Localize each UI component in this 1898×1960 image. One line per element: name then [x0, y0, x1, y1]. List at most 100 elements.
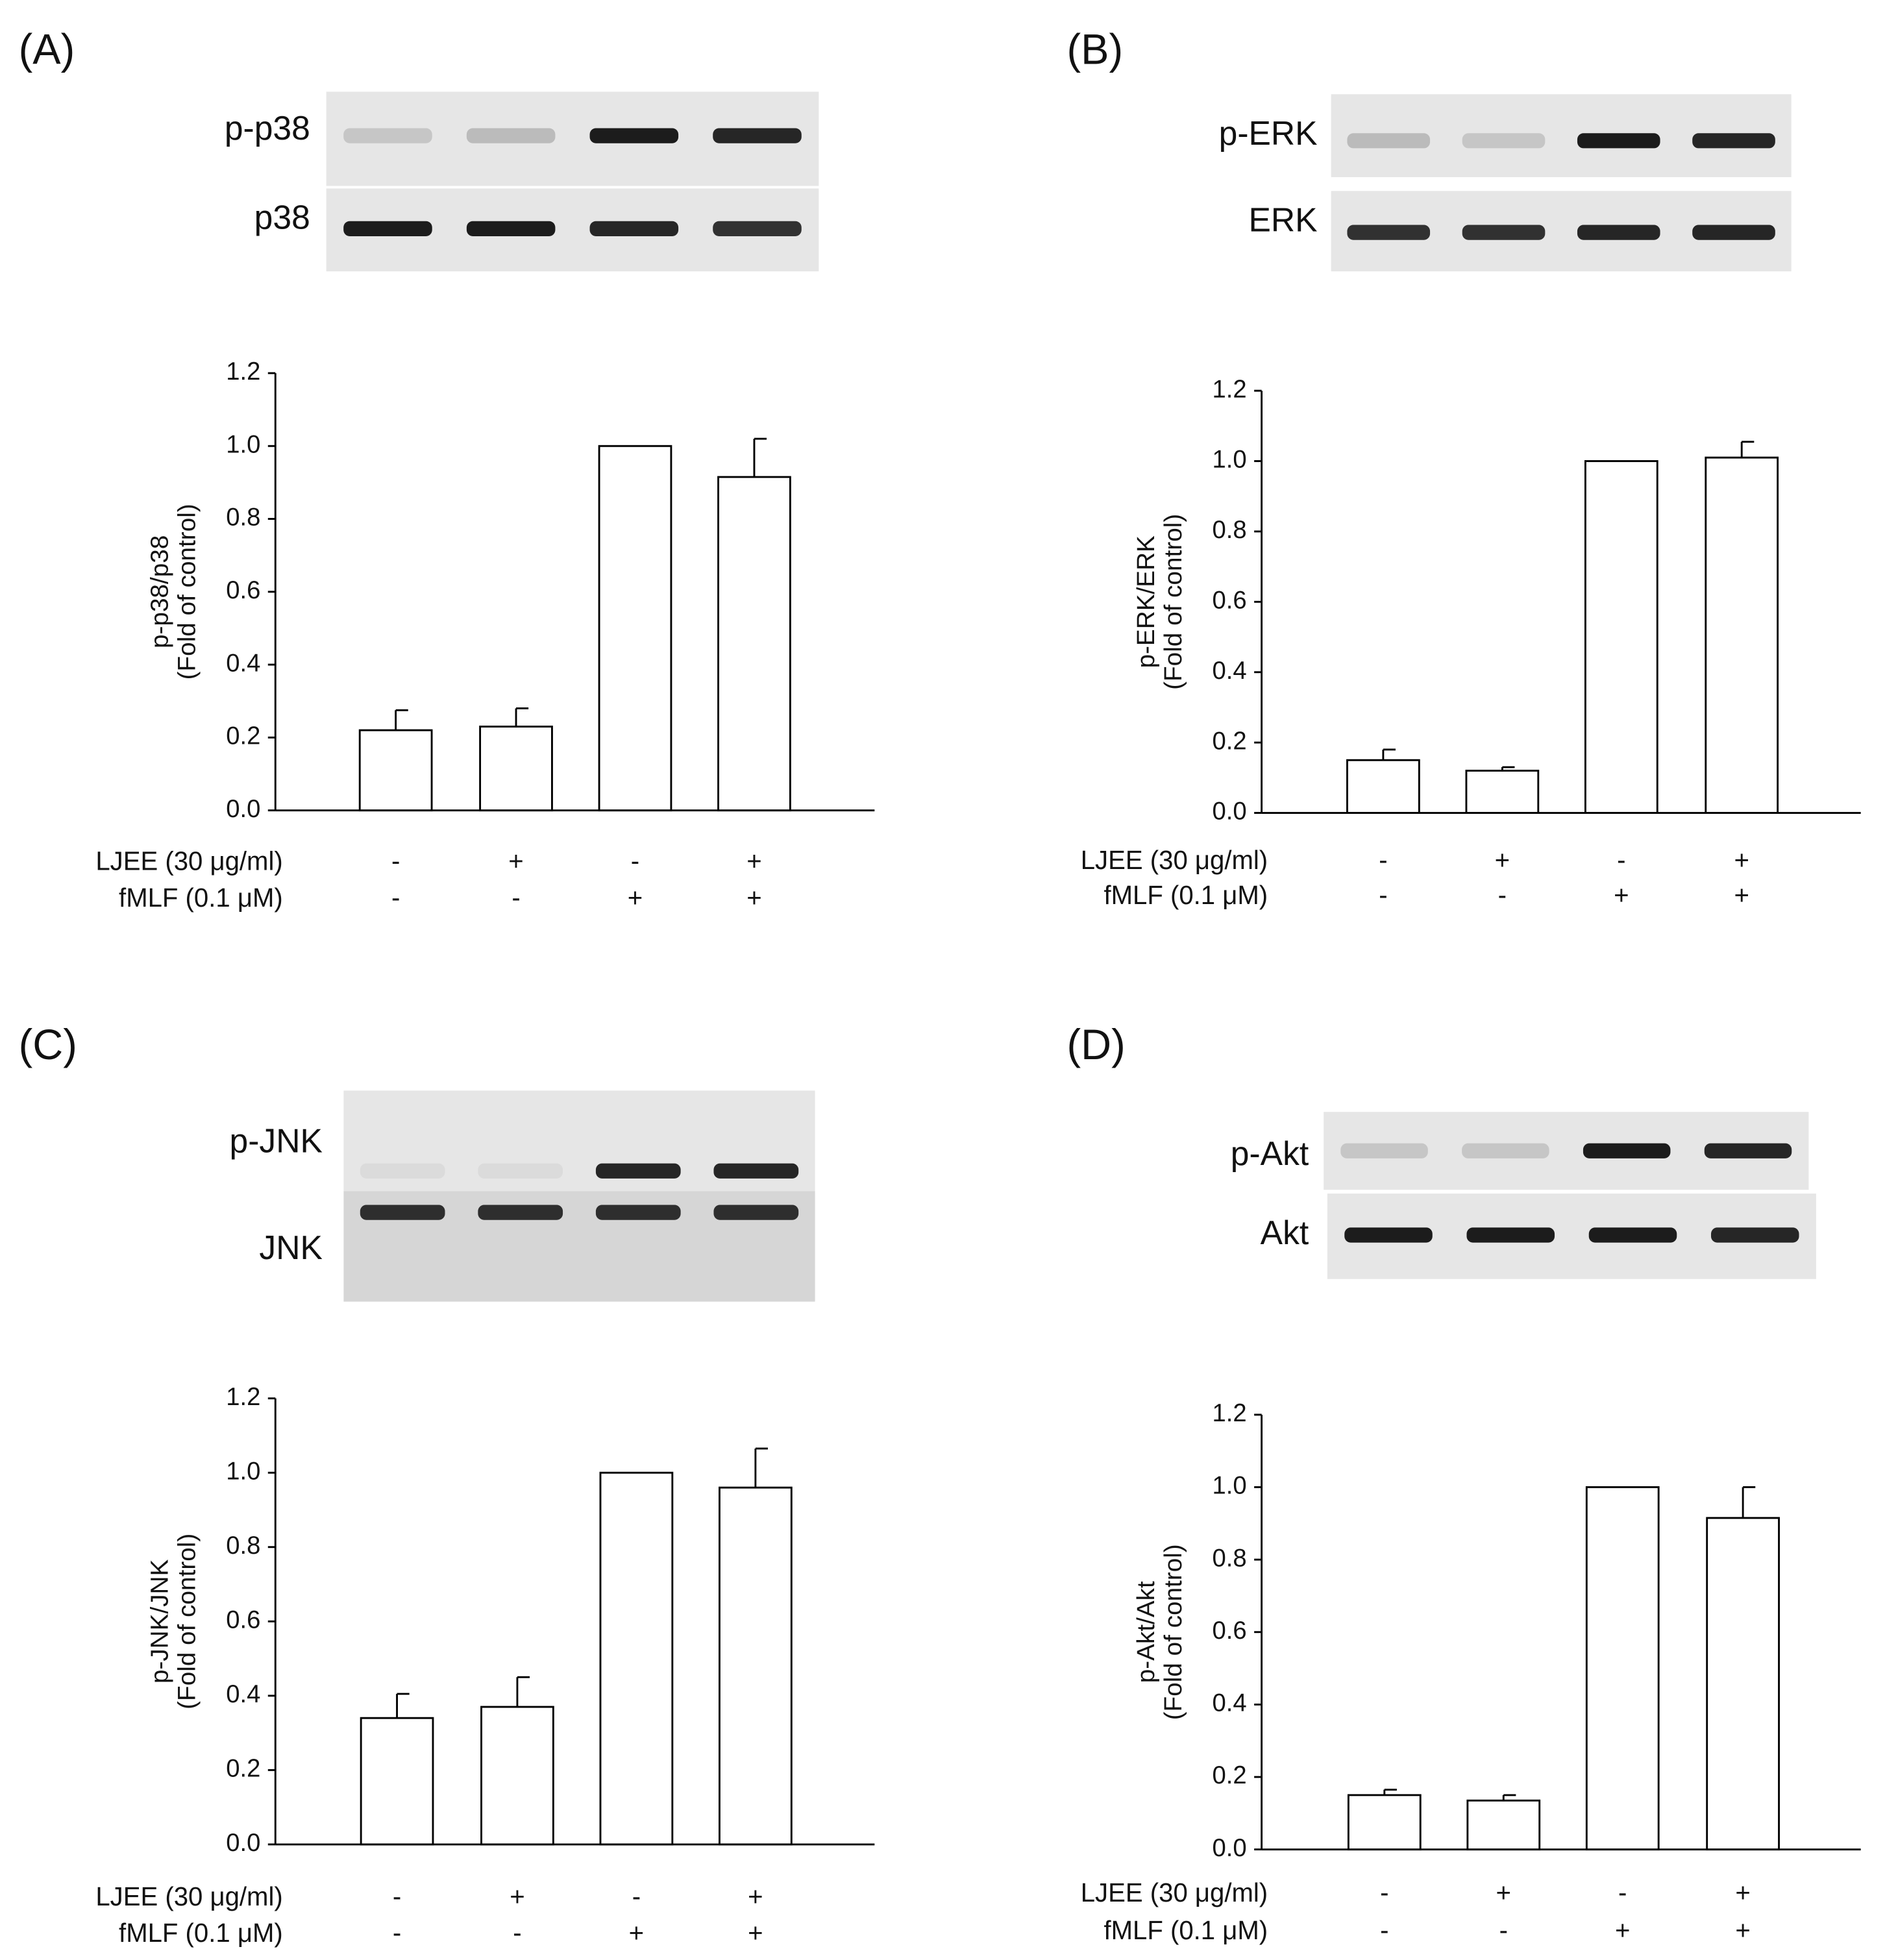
blot-band [1704, 1143, 1792, 1158]
treatment-label: fMLF (0.1 μM) [119, 1918, 283, 1948]
treatment-sign: - [1617, 845, 1625, 875]
blot-label: p-ERK [1219, 115, 1318, 153]
blot-band [1577, 133, 1660, 149]
y-tick-label: 1.2 [226, 358, 260, 386]
y-tick-label: 0.4 [226, 1680, 260, 1708]
blot-label: p-JNK [230, 1122, 323, 1160]
treatment-sign: - [393, 1881, 401, 1911]
blot-band [713, 1163, 799, 1179]
blot-band [1462, 225, 1546, 240]
treatment-sign: - [1618, 1878, 1627, 1907]
blot-label: Akt [1261, 1214, 1309, 1251]
y-axis-label: p-JNK/JNK [146, 1559, 174, 1684]
y-tick-label: 0.8 [226, 504, 260, 532]
blot-band [713, 1205, 799, 1220]
bar [1346, 759, 1420, 814]
treatment-sign: - [393, 1918, 401, 1948]
panel-label: (C) [19, 1021, 77, 1068]
treatment-label: fMLF (0.1 μM) [119, 883, 283, 913]
blot-band [360, 1163, 445, 1179]
treatment-sign: + [1615, 1915, 1630, 1945]
treatment-label: LJEE (30 μg/ml) [95, 1881, 282, 1911]
treatment-label: LJEE (30 μg/ml) [95, 846, 282, 876]
blot-band [1344, 1227, 1433, 1243]
treatment-sign: - [632, 1881, 641, 1911]
blot-band [1466, 1227, 1555, 1243]
blot-band [1710, 1227, 1799, 1243]
treatment-sign: - [391, 883, 400, 913]
treatment-sign: - [1499, 1915, 1508, 1945]
y-axis-label: (Fold of control) [173, 1534, 201, 1709]
treatment-sign: + [628, 883, 643, 913]
y-tick-label: 0.0 [1213, 1834, 1247, 1862]
treatment-sign: - [1380, 1915, 1388, 1945]
blot-band [1347, 225, 1431, 240]
bar [479, 726, 553, 812]
treatment-sign: + [748, 1918, 763, 1948]
blot-band [713, 221, 802, 236]
panel-label: (B) [1067, 25, 1124, 73]
blot-band [1577, 225, 1660, 240]
y-tick-label: 0.2 [1213, 727, 1247, 755]
bar [480, 1706, 554, 1846]
bar [1705, 456, 1779, 814]
y-tick-label: 1.2 [1213, 375, 1247, 403]
blot-band [1340, 1143, 1428, 1158]
y-tick-label: 1.2 [1213, 1399, 1247, 1427]
treatment-sign: + [748, 1881, 763, 1911]
treatment-sign: + [629, 1918, 644, 1948]
treatment-sign: - [1380, 1878, 1388, 1907]
y-axis-label: p-ERK/ERK [1132, 535, 1160, 668]
y-axis-label: p-p38/p38 [146, 535, 174, 648]
treatment-label: fMLF (0.1 μM) [1103, 880, 1268, 910]
blot-label: p38 [254, 199, 310, 236]
blot-band [478, 1205, 563, 1220]
bar [360, 1717, 434, 1846]
blot-band [466, 221, 556, 236]
bar [1584, 460, 1658, 814]
treatment-sign: + [1496, 1878, 1511, 1907]
y-tick-label: 0.8 [1213, 1544, 1247, 1572]
y-tick-label: 0.6 [226, 1606, 260, 1634]
y-tick-label: 0.6 [226, 576, 260, 604]
blot-label: JNK [259, 1229, 323, 1267]
treatment-sign: + [1614, 880, 1629, 910]
blot-band [1583, 1143, 1671, 1158]
y-tick-label: 0.4 [1213, 1689, 1247, 1717]
blot-band [343, 128, 432, 143]
blot-band [1347, 133, 1431, 149]
y-tick-label: 0.8 [226, 1532, 260, 1560]
bar [717, 476, 791, 812]
blot-band [1692, 133, 1775, 149]
treatment-sign: + [508, 846, 523, 876]
blot-band [1692, 225, 1775, 240]
blot-band [589, 221, 679, 236]
blot-band [360, 1205, 445, 1220]
treatment-sign: - [1498, 880, 1507, 910]
y-tick-label: 0.0 [1213, 798, 1247, 826]
y-tick-label: 1.0 [1213, 1471, 1247, 1499]
treatment-sign: + [1734, 880, 1749, 910]
bar [358, 729, 433, 812]
y-tick-label: 0.6 [1213, 1617, 1247, 1645]
treatment-label: LJEE (30 μg/ml) [1081, 845, 1268, 875]
bar [719, 1486, 793, 1846]
y-tick-label: 1.0 [226, 430, 260, 458]
bar [1585, 1486, 1660, 1851]
panel-label: (A) [19, 25, 75, 73]
y-axis-label: (Fold of control) [173, 504, 201, 680]
y-tick-label: 0.8 [1213, 516, 1247, 544]
treatment-sign: - [513, 1918, 521, 1948]
blot-band [713, 128, 802, 143]
treatment-sign: + [1495, 845, 1510, 875]
treatment-sign: + [510, 1881, 524, 1911]
y-tick-label: 0.2 [226, 722, 260, 750]
blot-band [1588, 1227, 1677, 1243]
treatment-sign: - [1379, 845, 1387, 875]
y-tick-label: 0.0 [226, 1829, 260, 1857]
y-axis-label: p-Akt/Akt [1132, 1581, 1160, 1683]
bar [599, 1471, 674, 1846]
treatment-sign: - [391, 846, 400, 876]
blot-band [1462, 133, 1546, 149]
